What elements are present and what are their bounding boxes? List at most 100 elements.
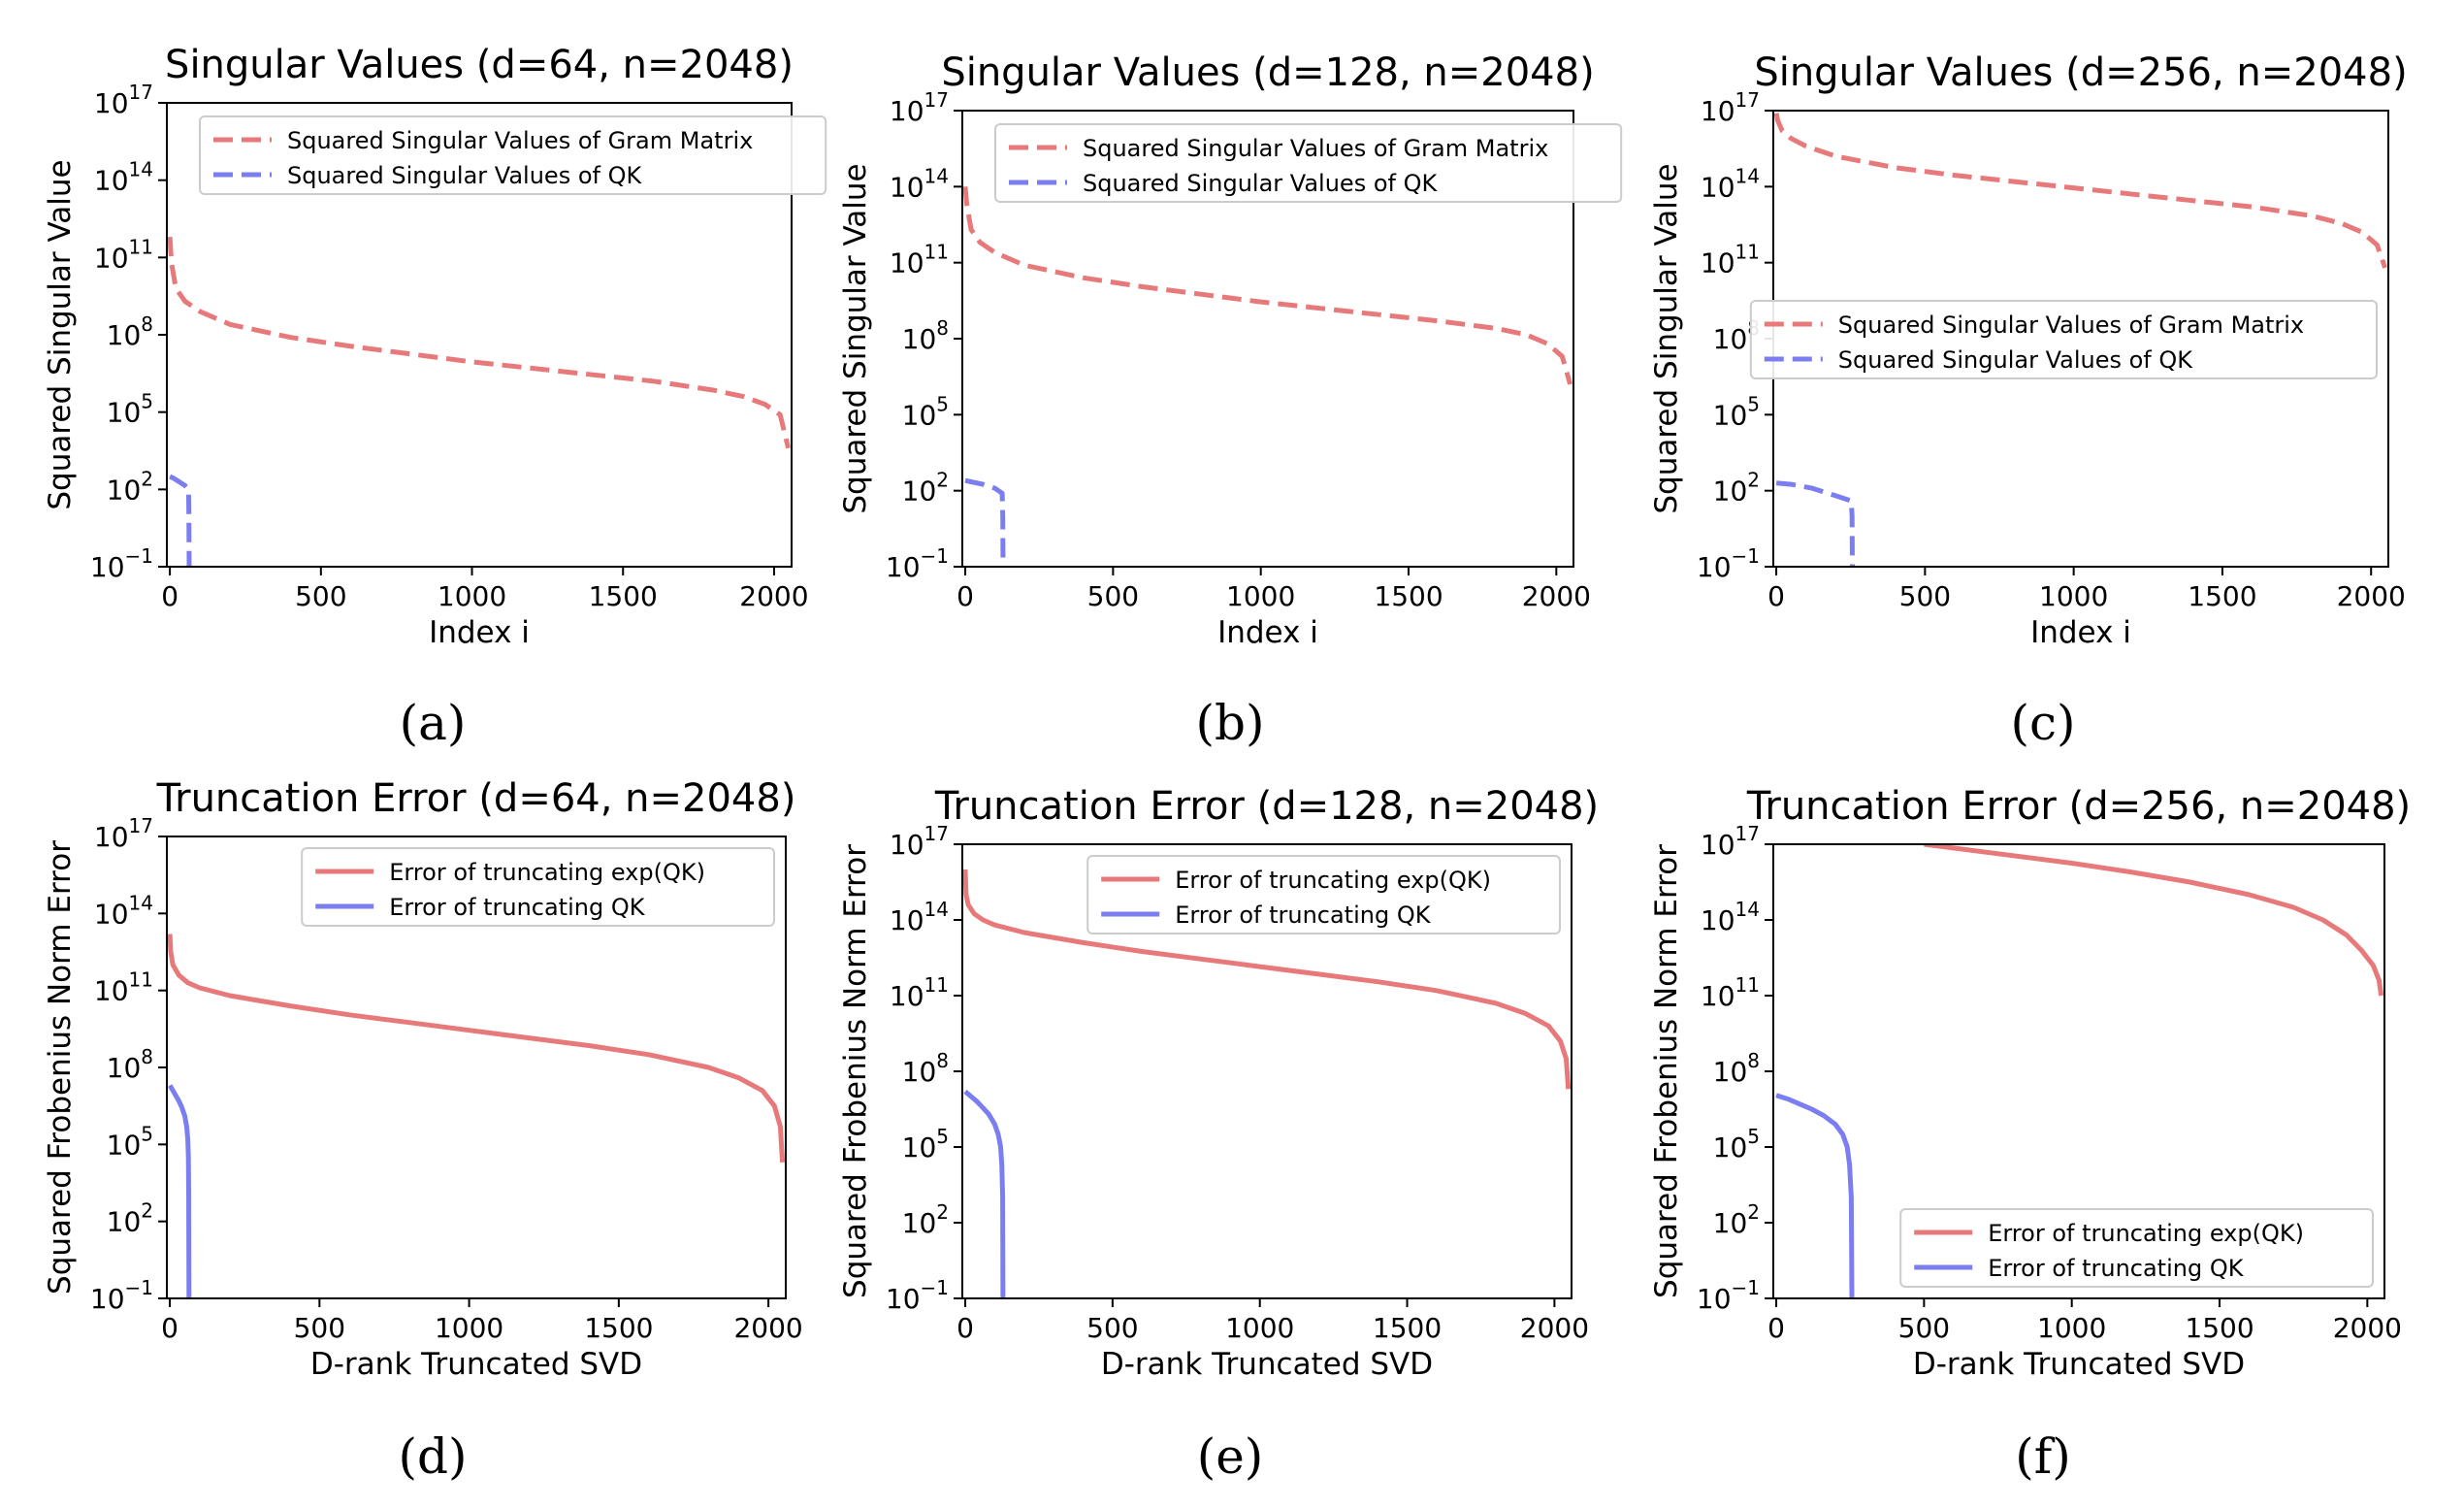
y-tick-label: 1011 bbox=[94, 968, 153, 1007]
y-tick-label: 108 bbox=[107, 1045, 153, 1084]
x-tick-label: 500 bbox=[1087, 580, 1139, 612]
x-tick-label: 2000 bbox=[733, 1312, 802, 1344]
y-tick-label: 1011 bbox=[1701, 241, 1760, 279]
y-tick-base: 10 bbox=[94, 975, 129, 1007]
y-tick-exponent: 17 bbox=[924, 822, 949, 845]
y-tick-exponent: 11 bbox=[129, 235, 153, 258]
panel-caption: (b) bbox=[1195, 695, 1264, 751]
y-tick-label: 10−1 bbox=[886, 1276, 949, 1315]
y-tick-exponent: 2 bbox=[141, 1199, 153, 1223]
y-tick-base: 10 bbox=[90, 1283, 125, 1315]
legend: Error of truncating exp(QK) Error of trun… bbox=[1086, 855, 1561, 934]
y-tick-base: 10 bbox=[94, 898, 129, 930]
y-tick-exponent: 14 bbox=[129, 158, 153, 181]
y-tick-exponent: 11 bbox=[1735, 973, 1760, 997]
x-tick-label: 1500 bbox=[589, 580, 658, 612]
y-tick-label: 1014 bbox=[94, 158, 153, 197]
legend-label: Error of truncating exp(QK) bbox=[389, 859, 705, 886]
y-tick-base: 10 bbox=[1713, 399, 1748, 431]
panel-caption: (a) bbox=[400, 695, 467, 751]
y-axis-label: Squared Singular Value bbox=[1649, 163, 1684, 513]
y-tick-label: 10−1 bbox=[886, 544, 949, 583]
y-tick-label: 102 bbox=[902, 1200, 949, 1239]
legend-box bbox=[1749, 300, 2379, 379]
y-tick-label: 1014 bbox=[1701, 164, 1760, 203]
y-tick-exponent: 14 bbox=[129, 891, 153, 914]
y-tick-base: 10 bbox=[902, 323, 937, 355]
legend-label: Error of truncating exp(QK) bbox=[1175, 867, 1491, 894]
x-tick-label: 0 bbox=[161, 1312, 178, 1344]
y-tick-exponent: 2 bbox=[141, 467, 153, 490]
y-tick-base: 10 bbox=[1701, 171, 1735, 203]
y-tick-exponent: 8 bbox=[936, 316, 949, 340]
x-tick-label: 1500 bbox=[584, 1312, 653, 1344]
y-tick-label: 105 bbox=[902, 392, 949, 431]
y-tick-exponent: −1 bbox=[921, 1276, 949, 1299]
legend-label: Squared Singular Values of Gram Matrix bbox=[1083, 135, 1548, 162]
y-tick-label: 10−1 bbox=[1697, 1276, 1760, 1315]
y-tick-label: 108 bbox=[1713, 1049, 1760, 1088]
y-tick-base: 10 bbox=[1713, 323, 1748, 355]
chart-title: Truncation Error (d=64, n=2048) bbox=[156, 776, 796, 821]
y-tick-label: 1011 bbox=[890, 241, 949, 279]
y-tick-exponent: 14 bbox=[924, 164, 949, 187]
y-tick-label: 1017 bbox=[1701, 822, 1760, 861]
series-line-gram bbox=[1924, 844, 2384, 997]
legend: Squared Singular Values of Gram Matrix Sq… bbox=[199, 115, 827, 195]
panel-caption: (f) bbox=[2015, 1428, 2071, 1485]
y-tick-exponent: 8 bbox=[936, 1049, 949, 1072]
legend-label: Squared Singular Values of Gram Matrix bbox=[1838, 311, 2304, 339]
series-line-qk bbox=[963, 1089, 1006, 1298]
y-tick-exponent: 17 bbox=[1735, 88, 1760, 112]
x-tick-label: 1000 bbox=[2037, 1312, 2106, 1344]
y-tick-exponent: 14 bbox=[1735, 164, 1760, 187]
x-tick-label: 1000 bbox=[438, 580, 506, 612]
y-tick-base: 10 bbox=[107, 319, 142, 351]
legend: Error of truncating exp(QK) Error of trun… bbox=[301, 847, 775, 927]
chart-title: Singular Values (d=64, n=2048) bbox=[165, 43, 794, 87]
chart-panel-a: 0 500 1000 1500 200010−110210510810111014101… bbox=[43, 43, 827, 650]
y-tick-exponent: 2 bbox=[1747, 1200, 1760, 1224]
y-tick-base: 10 bbox=[890, 247, 924, 279]
chart-panel-b: 0 500 1000 1500 200010−110210510810111014101… bbox=[838, 50, 1623, 650]
chart-panel-f: 0 500 1000 1500 200010−110210510810111014101… bbox=[1649, 784, 2411, 1382]
y-tick-label: 102 bbox=[1713, 1200, 1760, 1239]
legend-box bbox=[1899, 1208, 2374, 1288]
y-tick-base: 10 bbox=[1697, 551, 1732, 583]
y-tick-base: 10 bbox=[107, 397, 142, 429]
y-tick-label: 10−1 bbox=[90, 1276, 153, 1315]
chart-panel-d: 0 500 1000 1500 200010−110210510810111014101… bbox=[43, 776, 803, 1382]
series-line-gram bbox=[962, 869, 1572, 1090]
x-tick-label: 1500 bbox=[1374, 580, 1443, 612]
y-tick-label: 1014 bbox=[94, 891, 153, 930]
x-tick-label: 1000 bbox=[2039, 580, 2108, 612]
y-tick-base: 10 bbox=[886, 1283, 921, 1315]
series-line-qk bbox=[964, 477, 1006, 567]
x-axis-label: Index i bbox=[1217, 615, 1318, 650]
legend: Squared Singular Values of Gram Matrix Sq… bbox=[994, 123, 1623, 203]
y-tick-label: 105 bbox=[902, 1125, 949, 1164]
y-tick-base: 10 bbox=[890, 171, 924, 203]
panel-caption: (e) bbox=[1197, 1428, 1264, 1485]
legend-box bbox=[1086, 855, 1561, 934]
chart-panel-e: 0 500 1000 1500 200010−110210510810111014101… bbox=[838, 784, 1599, 1382]
y-tick-base: 10 bbox=[890, 904, 924, 936]
x-tick-label: 500 bbox=[295, 580, 346, 612]
y-tick-label: 102 bbox=[902, 469, 949, 508]
y-tick-base: 10 bbox=[1713, 1056, 1748, 1088]
y-tick-base: 10 bbox=[890, 980, 924, 1012]
y-tick-exponent: 17 bbox=[129, 81, 153, 104]
y-tick-label: 102 bbox=[1713, 469, 1760, 508]
x-tick-label: 0 bbox=[956, 580, 974, 612]
x-tick-label: 2000 bbox=[739, 580, 808, 612]
x-tick-label: 0 bbox=[956, 1312, 974, 1344]
x-tick-label: 1500 bbox=[2185, 1312, 2253, 1344]
y-tick-label: 105 bbox=[107, 390, 153, 429]
y-tick-exponent: −1 bbox=[921, 544, 949, 568]
y-tick-label: 1017 bbox=[1701, 88, 1760, 127]
x-axis-label: D-rank Truncated SVD bbox=[1101, 1347, 1433, 1382]
legend-box bbox=[199, 115, 827, 195]
y-tick-base: 10 bbox=[107, 474, 142, 506]
series-line-qk bbox=[167, 1084, 192, 1298]
y-tick-label: 10−1 bbox=[90, 544, 153, 583]
